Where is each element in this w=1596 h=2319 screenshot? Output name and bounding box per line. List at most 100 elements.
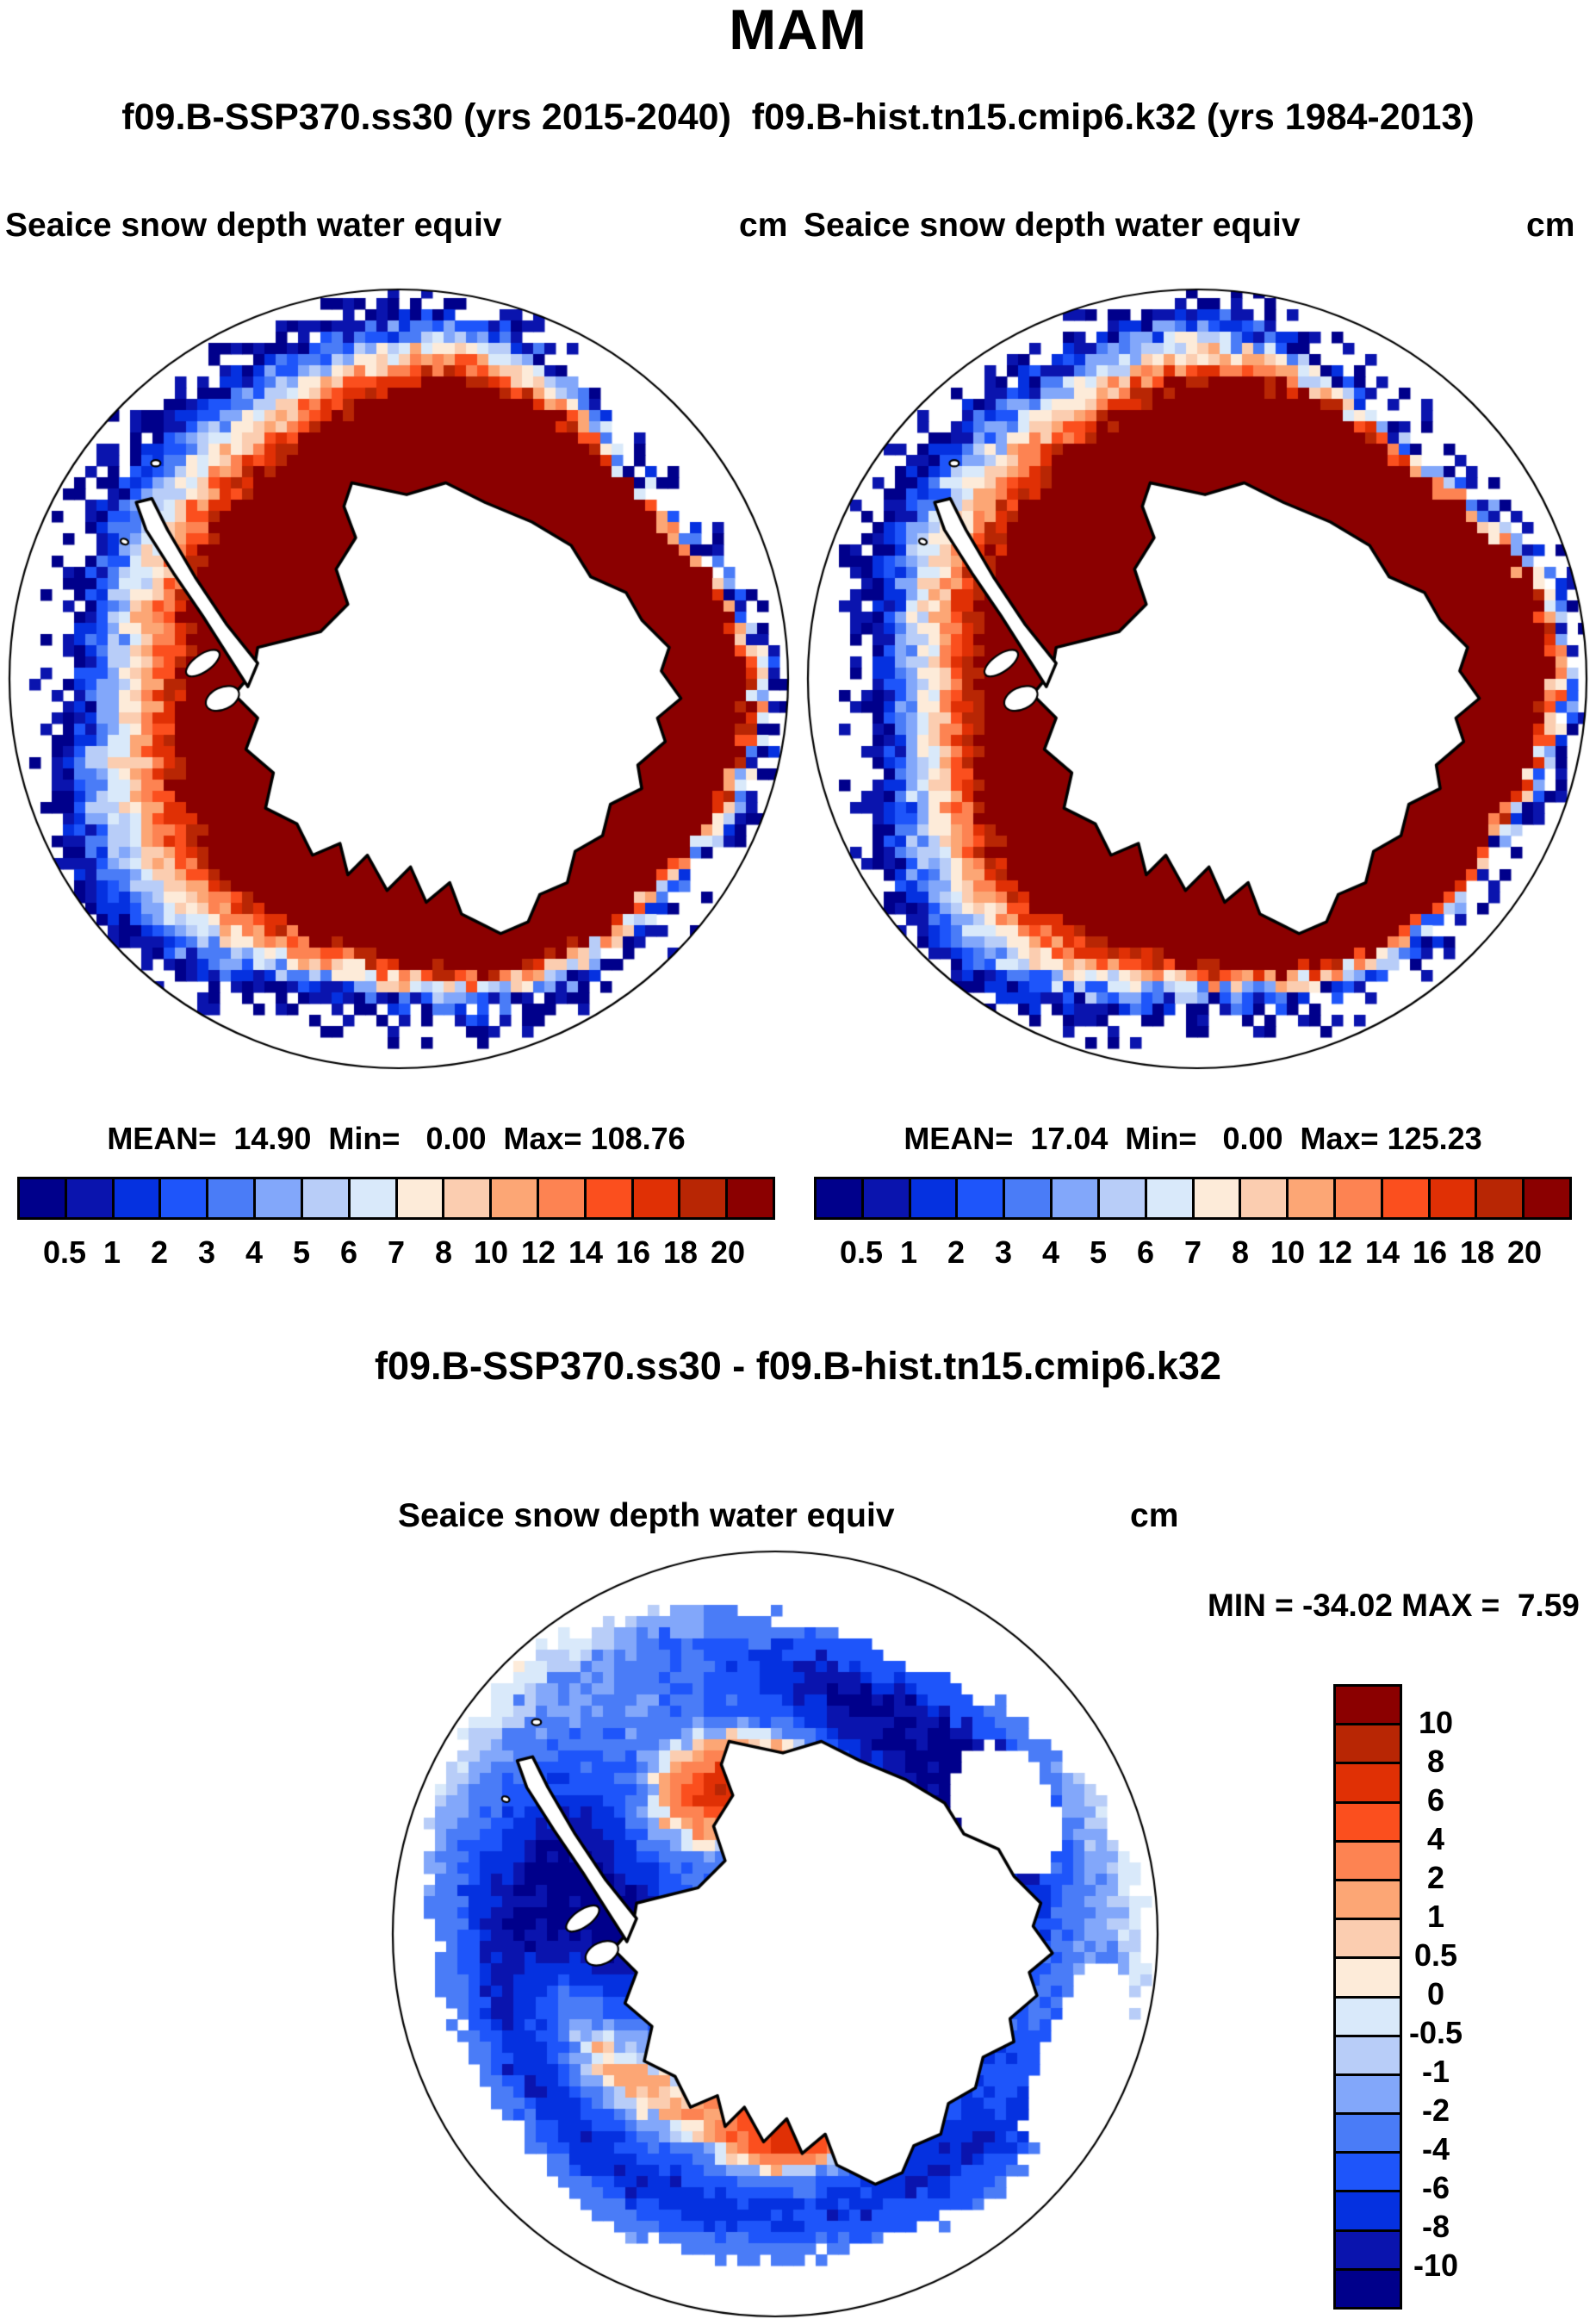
colorbar-tick-label: 8 [1426, 1744, 1445, 1779]
colorbar-cell [1336, 2151, 1400, 2191]
colorbar-cell [20, 1179, 65, 1217]
right-colorbar-labels: 0.5 1 2 3 4 5 6 7 8 10 12 14 16 18 20 [814, 1234, 1572, 1271]
colorbar-cell [347, 1179, 395, 1217]
colorbar-cell [817, 1179, 861, 1217]
colorbar-cell [536, 1179, 584, 1217]
colorbar-tick-label: 14 [1364, 1234, 1400, 1270]
colorbar-cell [1239, 1179, 1287, 1217]
difference-minmax: MIN = -34.02 MAX = 7.59 [1208, 1588, 1580, 1623]
colorbar-cell [725, 1179, 773, 1217]
colorbar-cell [1336, 1878, 1400, 1918]
colorbar-cell [1336, 1800, 1400, 1840]
difference-colorbar [1333, 1684, 1402, 2310]
left-map [7, 287, 791, 1071]
colorbar-cell [300, 1179, 348, 1217]
colorbar-tick-label: 12 [1317, 1234, 1353, 1270]
colorbar-cell [1336, 1956, 1400, 1996]
colorbar-tick-label: -6 [1421, 2170, 1450, 2205]
left-map-stats: MEAN= 14.90 Min= 0.00 Max= 108.76 [107, 1121, 686, 1156]
colorbar-tick-label: -8 [1421, 2209, 1450, 2244]
colorbar-tick-label: 10 [1270, 1234, 1306, 1270]
difference-map [390, 1549, 1160, 2319]
colorbar-tick-label: 0.5 [42, 1234, 87, 1270]
colorbar-tick-label: -0.5 [1408, 2015, 1463, 2050]
colorbar-tick-label: 4 [1426, 1821, 1445, 1856]
colorbar-cell [394, 1179, 443, 1217]
colorbar-cell [1336, 1723, 1400, 1763]
difference-units-label: cm [1130, 1497, 1179, 1534]
colorbar-cell [64, 1179, 112, 1217]
colorbar-tick-label: 0 [1426, 1976, 1445, 2011]
colorbar-tick-label: 7 [387, 1234, 406, 1270]
colorbar-tick-label: -10 [1413, 2248, 1459, 2283]
colorbar-cell [1336, 1839, 1400, 1879]
difference-title: f09.B-SSP370.ss30 - f09.B-hist.tn15.cmip… [375, 1344, 1221, 1388]
colorbar-tick-label: 5 [1089, 1234, 1108, 1270]
colorbar-cell [442, 1179, 490, 1217]
colorbar-cell [1336, 1687, 1400, 1724]
colorbar-cell [1522, 1179, 1569, 1217]
right-map-units-label: cm [1526, 207, 1575, 244]
colorbar-cell [1336, 2034, 1400, 2073]
right-map [805, 287, 1589, 1071]
colorbar-cell [1286, 1179, 1333, 1217]
colorbar-cell [1191, 1179, 1239, 1217]
colorbar-tick-label: -4 [1421, 2131, 1450, 2167]
colorbar-tick-label: 6 [1426, 1782, 1445, 1818]
colorbar-tick-label: -2 [1421, 2092, 1450, 2128]
runs-subtitle: f09.B-SSP370.ss30 (yrs 2015-2040) f09.B-… [121, 96, 1475, 138]
colorbar-cell [1003, 1179, 1051, 1217]
colorbar-cell [1332, 1179, 1381, 1217]
difference-colorbar-labels: 10 8 6 4 2 1 0.5 0 -0.5 -1 -2 -4 -6 -8 -10 [1388, 1684, 1483, 2304]
colorbar-tick-label: 4 [245, 1234, 264, 1270]
colorbar-tick-label: -1 [1421, 2054, 1450, 2089]
colorbar-cell [1336, 2229, 1400, 2268]
colorbar-tick-label: 10 [1418, 1705, 1454, 1740]
colorbar-tick-label: 8 [1231, 1234, 1250, 1270]
colorbar-tick-label: 18 [1459, 1234, 1495, 1270]
colorbar-tick-label: 12 [520, 1234, 556, 1270]
colorbar-cell [908, 1179, 956, 1217]
colorbar-cell [1336, 2267, 1400, 2307]
colorbar-tick-label: 1 [899, 1234, 918, 1270]
colorbar-cell [1336, 2190, 1400, 2229]
colorbar-cell [111, 1179, 159, 1217]
colorbar-tick-label: 1 [102, 1234, 121, 1270]
left-map-variable-label: Seaice snow depth water equiv [5, 207, 502, 244]
colorbar-tick-label: 14 [568, 1234, 604, 1270]
colorbar-cell [1427, 1179, 1475, 1217]
colorbar-cell [1336, 1918, 1400, 1957]
colorbar-tick-label: 7 [1183, 1234, 1202, 1270]
colorbar-cell [1336, 2112, 1400, 2152]
colorbar-tick-label: 2 [150, 1234, 169, 1270]
colorbar-tick-label: 0.5 [1413, 1937, 1458, 1973]
colorbar-cell [1050, 1179, 1097, 1217]
colorbar-tick-label: 4 [1041, 1234, 1060, 1270]
colorbar-tick-label: 20 [1506, 1234, 1543, 1270]
colorbar-tick-label: 5 [292, 1234, 311, 1270]
colorbar-tick-label: 18 [662, 1234, 699, 1270]
colorbar-tick-label: 0.5 [839, 1234, 884, 1270]
colorbar-tick-label: 10 [473, 1234, 509, 1270]
colorbar-cell [1096, 1179, 1145, 1217]
colorbar-cell [1336, 1995, 1400, 2035]
colorbar-tick-label: 6 [1136, 1234, 1155, 1270]
colorbar-tick-label: 16 [1412, 1234, 1448, 1270]
colorbar-cell [158, 1179, 207, 1217]
colorbar-tick-label: 1 [1426, 1899, 1445, 1934]
season-title: MAM [729, 0, 867, 61]
colorbar-tick-label: 2 [1426, 1860, 1445, 1895]
colorbar-cell [630, 1179, 679, 1217]
colorbar-cell [253, 1179, 301, 1217]
left-colorbar [17, 1177, 775, 1220]
colorbar-cell [489, 1179, 537, 1217]
colorbar-cell [206, 1179, 254, 1217]
colorbar-cell [1380, 1179, 1428, 1217]
right-map-stats: MEAN= 17.04 Min= 0.00 Max= 125.23 [904, 1121, 1482, 1156]
colorbar-tick-label: 8 [434, 1234, 453, 1270]
left-colorbar-labels: 0.5 1 2 3 4 5 6 7 8 10 12 14 16 18 20 [17, 1234, 775, 1271]
colorbar-tick-label: 16 [615, 1234, 651, 1270]
colorbar-cell [1336, 1762, 1400, 1801]
colorbar-cell [678, 1179, 726, 1217]
